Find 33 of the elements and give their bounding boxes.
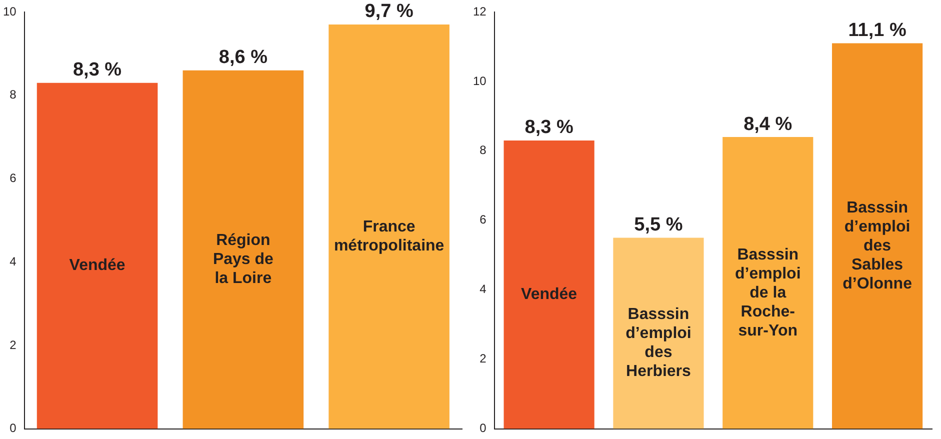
bar [504,140,594,429]
data-label: 8,4 % [744,114,792,135]
data-label: 8,6 % [218,47,268,68]
x-tick-label: France métropolitaine [334,218,444,255]
y-tick-label: 4 [480,282,487,296]
category-label: Vendée [521,286,578,304]
y-tick-label: 10 [472,74,487,88]
bar [832,43,923,429]
bar [328,24,450,429]
y-tick-label: 2 [10,338,17,352]
y-tick-label: 10 [2,4,17,18]
data-label: 8,3 % [72,60,122,81]
category-label: Basssin d’emploi des Herbiers [626,306,692,380]
y-tick-label: 8 [480,143,487,158]
bar [613,238,704,429]
y-tick-label: 12 [472,4,487,18]
y-tick-label: 0 [10,421,17,436]
data-label: 9,7 % [364,1,414,22]
y-tick-label: 0 [480,421,487,436]
y-tick-label: 6 [480,212,487,227]
bar [36,82,158,429]
x-tick-label: Région Pays de la Loire [212,232,274,287]
y-tick-label: 6 [10,171,17,186]
data-label: 8,3 % [524,117,574,138]
y-tick-label: 8 [10,88,17,102]
bar [182,70,304,429]
bar [722,137,814,429]
y-tick-label: 4 [10,254,17,268]
data-label: 5,5 % [634,214,683,236]
data-label: 11,1 % [848,20,906,41]
y-tick-label: 2 [480,352,487,366]
category-label: Basssin d’emploi de la Roche- sur-Yon [734,246,801,340]
category-label: Basssin d’emploi des Sables d’Olonne [842,199,912,292]
